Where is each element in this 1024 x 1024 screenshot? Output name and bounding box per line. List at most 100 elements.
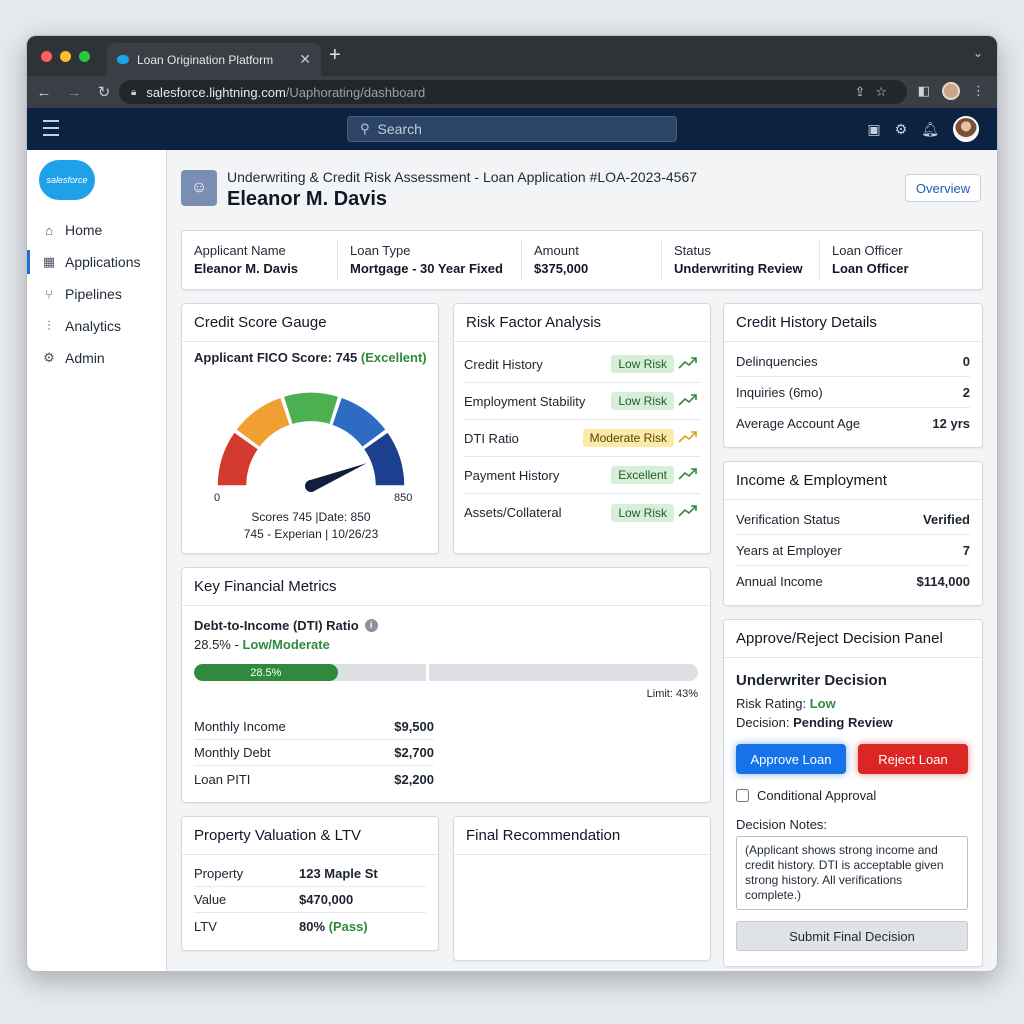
address-bar-row: ← → ↻ 🔒︎ salesforce.lightning.com/Uaphor… (27, 76, 997, 108)
sidebar-item-pipelines[interactable]: ⑂ Pipelines (27, 278, 167, 310)
dti-value-line: 28.5% - Low/Moderate (194, 637, 330, 652)
decision-status-line: Decision: Pending Review (736, 715, 893, 730)
new-tab-button[interactable]: + (329, 44, 341, 66)
risk-badge: Low Risk (611, 392, 674, 410)
sidebar-item-applications[interactable]: ▦ Applications (27, 246, 167, 278)
back-arrow-icon[interactable]: ← (36, 83, 52, 101)
logo-text: salesforce (46, 175, 88, 185)
decision-panel-card: Approve/Reject Decision Panel Underwrite… (723, 619, 983, 967)
row-label: Verification Status (736, 511, 841, 527)
row-value: Verified (923, 511, 970, 527)
submit-final-decision-button[interactable]: Submit Final Decision (736, 921, 968, 951)
metric-row-monthly-debt: Monthly Debt $2,700 (194, 740, 434, 766)
sidebar-item-admin[interactable]: ⚙ Admin (27, 342, 167, 374)
gauge-segment (362, 430, 406, 487)
gauge-hub (305, 480, 317, 492)
forward-arrow-icon[interactable]: → (66, 83, 82, 101)
sidebar-item-label: Home (65, 222, 103, 238)
gauge-segment (234, 396, 292, 449)
overview-button[interactable]: Overview (905, 174, 981, 202)
credit-row-delinquencies: Delinquencies 0 (736, 346, 970, 377)
profile-avatar[interactable] (942, 82, 960, 100)
risk-badge: Low Risk (611, 503, 674, 522)
decision-value: Pending Review (793, 715, 893, 730)
maximize-window-button[interactable] (79, 51, 90, 62)
sidebar-nav: ⌂ Home ▦ Applications ⑂ Pipelines ⫶ Analytic… (27, 214, 167, 374)
risk-label: Employment Stability (464, 393, 586, 409)
close-window-button[interactable] (41, 51, 52, 62)
summary-amount: Amount $375,000 (522, 239, 662, 281)
row-label: Delinquencies (736, 353, 818, 369)
browser-toolbar-right: ◧ ⋮ (918, 82, 985, 100)
fico-score: Applicant FICO Score: 745 (194, 350, 358, 365)
tab-menu-chevron-icon[interactable]: ⌄ (972, 46, 983, 60)
hamburger-menu-icon[interactable] (43, 120, 59, 141)
row-label: Annual Income (736, 574, 823, 589)
summary-applicant: Applicant Name Eleanor M. Davis (182, 239, 338, 281)
tab-close-icon[interactable]: ✕ (299, 51, 311, 67)
browser-menu-icon[interactable]: ⋮ (972, 83, 985, 98)
row-value: 2 (962, 384, 970, 400)
window-controls (41, 51, 90, 62)
trend-up-icon (678, 356, 698, 373)
card-title: Key Financial Metrics (182, 568, 710, 606)
url-path: /Uaphorating/dashboard (285, 84, 426, 100)
search-input[interactable]: ⚲ Search (347, 116, 677, 142)
salesforce-logo[interactable]: salesforce (39, 160, 95, 200)
row-value: $470,000 (299, 892, 354, 907)
risk-row-payment-history: Payment History Excellent (464, 457, 700, 494)
risk-row-credit-history: Credit History Low Risk (464, 346, 700, 383)
income-employment-card: Income & Employment Verification Status V… (723, 461, 983, 606)
decision-notes-textarea[interactable]: (Applicant shows strong income and credi… (736, 836, 968, 910)
property-row-address: Property 123 Maple St (194, 861, 426, 887)
apps-grid-icon[interactable]: ▣ (867, 120, 881, 137)
risk-rating-value: Low (809, 696, 836, 711)
sidebar-toggle-icon[interactable]: ◧ (917, 83, 930, 98)
browser-tab[interactable]: Loan Origination Platform ✕ (107, 43, 321, 76)
reload-icon[interactable]: ↻ (97, 84, 111, 101)
sidebar-item-label: Pipelines (65, 286, 122, 302)
risk-factor-analysis-card: Risk Factor Analysis Credit History Low R… (453, 303, 711, 554)
risk-factor-list: Credit History Low Risk Employment Stabil… (454, 342, 710, 531)
dti-value: 28.5% - (194, 637, 239, 652)
ltv-status: (Pass) (328, 918, 368, 934)
income-list: Verification Status Verified Years at Emp… (724, 500, 982, 597)
row-label: Years at Employer (736, 542, 842, 558)
key-financial-metrics-card: Key Financial Metrics Debt-to-Income (DT… (181, 567, 711, 803)
url-action-icons[interactable]: ⇪☆ (854, 84, 897, 99)
minimize-window-button[interactable] (60, 51, 71, 62)
gauge-needle (308, 463, 367, 492)
summary-loan-officer: Loan Officer Loan Officer (820, 239, 980, 281)
conditional-approval-row[interactable]: Conditional Approval (736, 788, 876, 803)
dti-title: Debt-to-Income (DTI) Ratio i (194, 618, 378, 633)
user-record-icon: ☺ (181, 170, 217, 206)
browser-window: Loan Origination Platform ✕ + ⌄ ← → ↻ 🔒︎… (26, 35, 998, 972)
gauge-segment (330, 396, 388, 449)
approve-loan-button[interactable]: Approve Loan (736, 744, 846, 774)
sidebar-item-analytics[interactable]: ⫶ Analytics (27, 310, 167, 342)
notification-bell-icon[interactable]: 🔔︎ (921, 120, 939, 137)
dti-progress-fill: 28.5% (194, 664, 338, 681)
summary-value: Mortgage - 30 Year Fixed (350, 261, 503, 276)
property-row-ltv: LTV 80% (Pass) (194, 913, 426, 939)
card-title: Income & Employment (724, 462, 982, 500)
row-label: Loan PITI (194, 771, 251, 787)
conditional-approval-checkbox[interactable] (736, 789, 749, 802)
dti-limit-label: Limit: 43% (646, 688, 698, 700)
user-avatar[interactable] (953, 116, 979, 142)
info-icon[interactable]: i (364, 619, 378, 632)
ltv-value: 80% (299, 918, 326, 934)
gauge-footer-line-2: 745 - Experian | 10/26/23 (243, 527, 379, 541)
card-title: Approve/Reject Decision Panel (724, 620, 982, 658)
dti-progress-bar: 28.5% (194, 664, 698, 681)
property-valuation-card: Property Valuation & LTV Property 123 Map… (181, 816, 439, 951)
url-input[interactable]: 🔒︎ salesforce.lightning.com/Uaphorating/… (119, 80, 907, 104)
gauge-segment (282, 391, 340, 426)
sidebar-item-home[interactable]: ⌂ Home (27, 214, 167, 246)
home-icon: ⌂ (45, 222, 53, 238)
reject-loan-button[interactable]: Reject Loan (858, 744, 968, 774)
grid-icon: ▦ (42, 254, 56, 269)
settings-gear-icon[interactable]: ⚙ (894, 120, 908, 137)
gauge-segment (216, 430, 260, 487)
gauge-footer-line-1: Scores 745 |Date: 850 (251, 510, 371, 524)
